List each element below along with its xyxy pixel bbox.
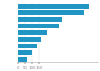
Bar: [18, 10, 84, 15]
Bar: [18, 44, 37, 48]
Bar: [18, 57, 27, 62]
Bar: [18, 17, 62, 22]
Bar: [18, 50, 32, 55]
Bar: [18, 30, 47, 35]
Bar: [18, 37, 41, 42]
Bar: [18, 4, 89, 9]
Bar: [18, 24, 59, 28]
